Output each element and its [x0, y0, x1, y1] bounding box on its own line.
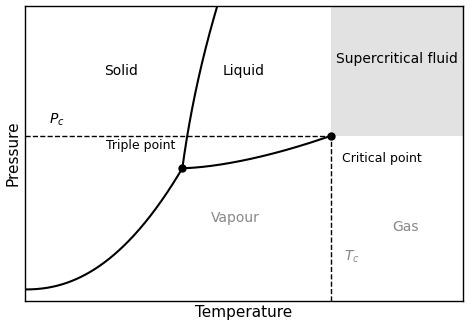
X-axis label: Temperature: Temperature — [195, 305, 292, 320]
Bar — [331, 6, 463, 136]
Text: Supercritical fluid: Supercritical fluid — [336, 52, 458, 66]
Text: Triple point: Triple point — [107, 139, 176, 152]
Text: $T_c$: $T_c$ — [345, 249, 360, 265]
Text: Critical point: Critical point — [342, 152, 422, 165]
Text: Gas: Gas — [392, 220, 419, 234]
Text: Vapour: Vapour — [210, 212, 259, 226]
Y-axis label: Pressure: Pressure — [6, 121, 20, 186]
Text: Liquid: Liquid — [223, 64, 264, 78]
Text: $P_c$: $P_c$ — [49, 112, 64, 128]
Text: Solid: Solid — [104, 64, 138, 78]
